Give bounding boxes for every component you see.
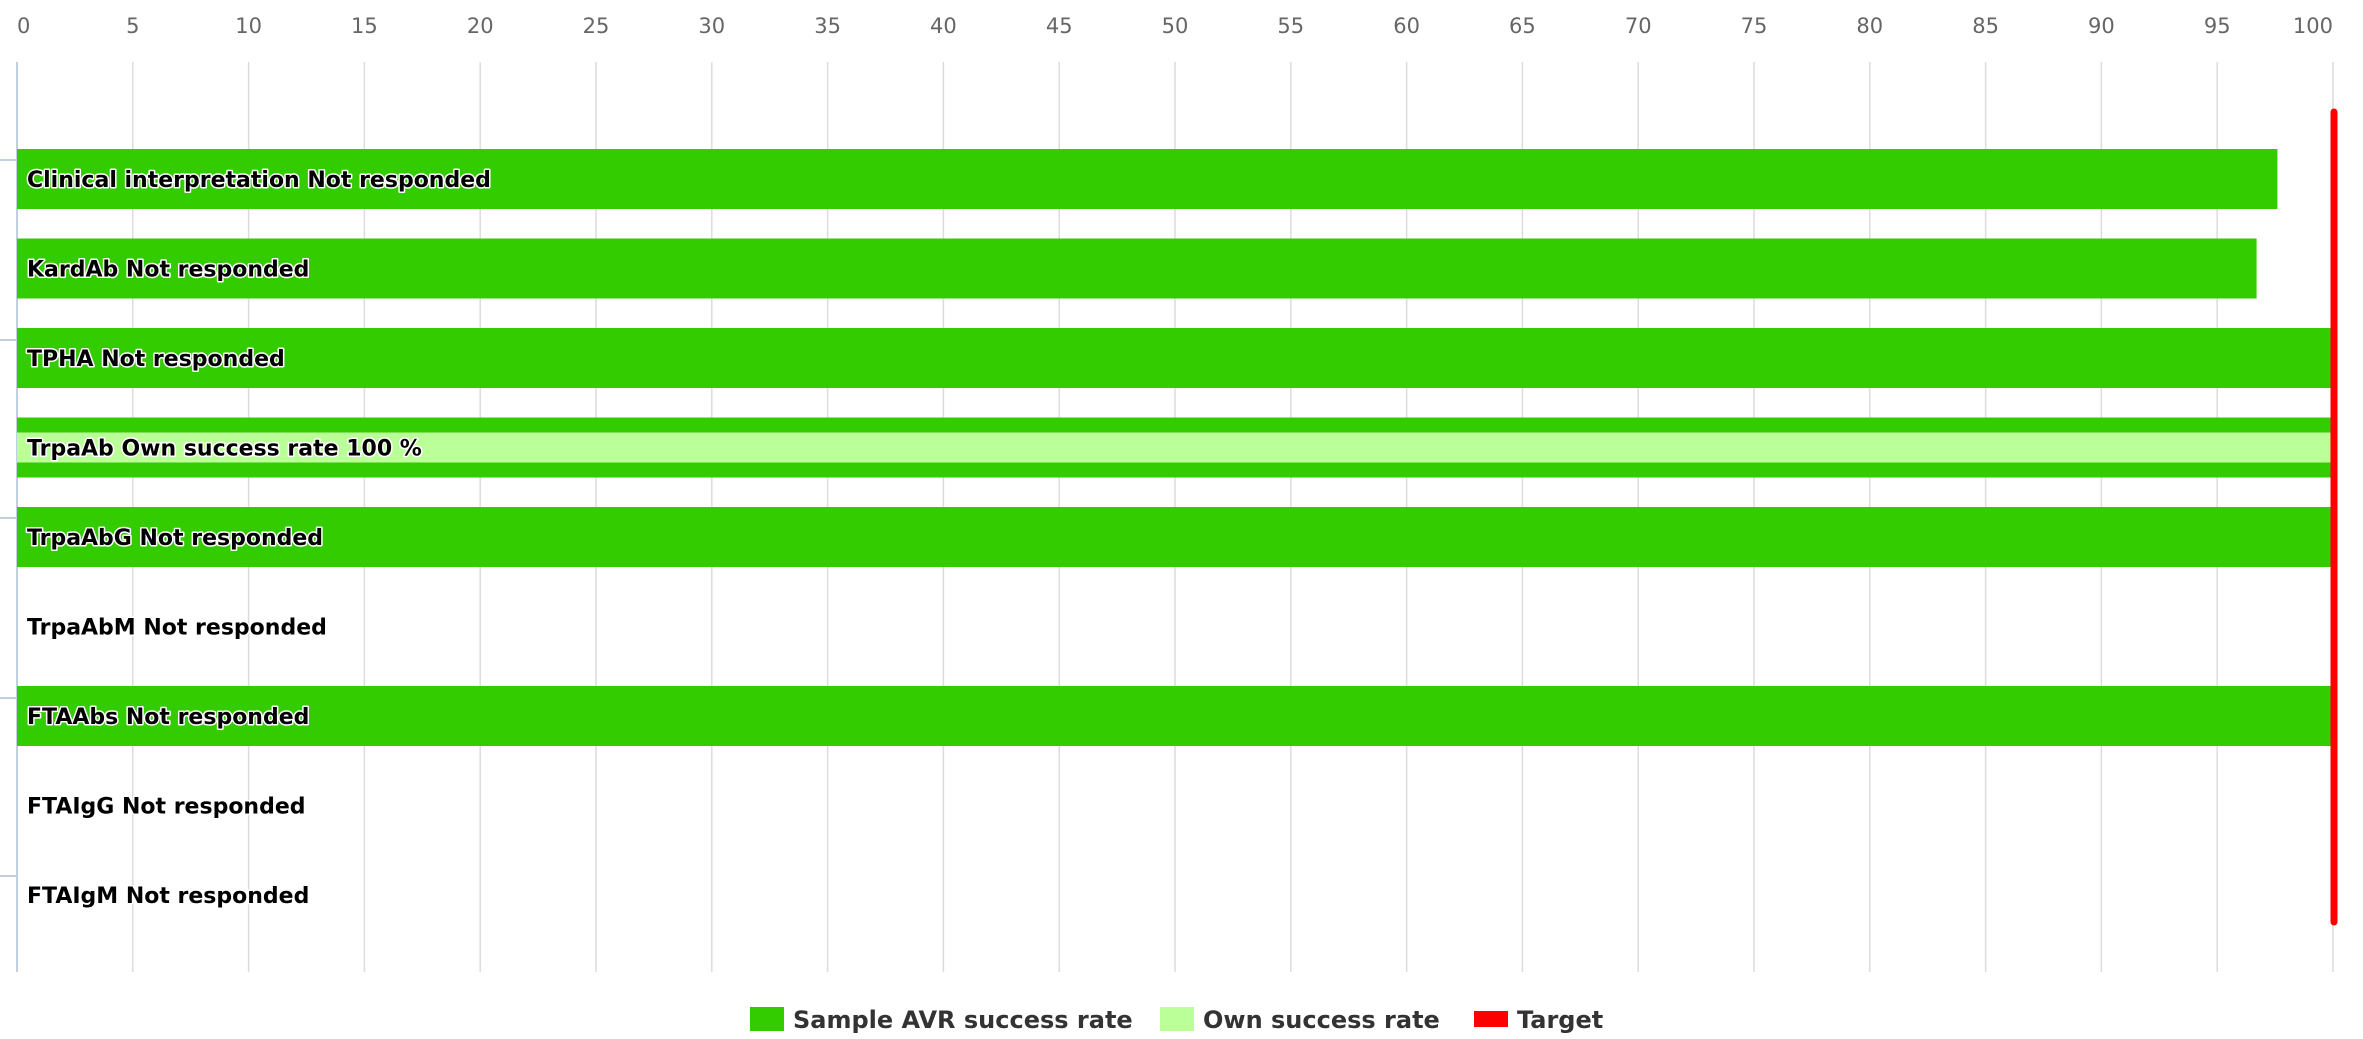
x-tick-label: 15 <box>351 14 378 38</box>
bar-label: TrpaAbG Not responded <box>27 526 323 551</box>
x-tick-label: 75 <box>1741 14 1768 38</box>
bar-label: TPHA Not responded <box>27 347 285 372</box>
bar-label: KardAb Not responded <box>27 258 309 283</box>
x-tick-label: 70 <box>1625 14 1652 38</box>
bar-labels: Clinical interpretation Not responded Kar… <box>26 167 493 911</box>
x-tick-label: 30 <box>698 14 725 38</box>
bar-label: FTAIgM Not responded <box>27 884 309 909</box>
x-tick-label: 45 <box>1046 14 1073 38</box>
x-axis-ticks: 0 5 10 15 20 25 30 35 40 45 50 55 60 65 70 75 80 85 90 95 10… <box>17 14 2333 38</box>
legend-label: Own success rate <box>1203 1006 1440 1034</box>
x-tick-label: 25 <box>583 14 610 38</box>
legend-swatch <box>750 1007 784 1031</box>
bar-own-success <box>17 432 2333 463</box>
bar-label: TrpaAb Own success rate 100 % <box>27 437 422 462</box>
x-tick-label: 35 <box>814 14 841 38</box>
legend-item[interactable]: Own success rate <box>1160 1006 1440 1034</box>
x-tick-label: 40 <box>930 14 957 38</box>
x-tick-label: 100 <box>2293 14 2333 38</box>
bar-label: FTAIgG Not responded <box>27 795 306 820</box>
x-tick-label: 80 <box>1856 14 1883 38</box>
x-tick-label: 85 <box>1972 14 1999 38</box>
bar-label: FTAAbs Not responded <box>27 705 309 730</box>
bar-label: Clinical interpretation Not responded <box>27 168 491 193</box>
x-tick-label: 10 <box>235 14 262 38</box>
legend-label: Sample AVR success rate <box>793 1006 1133 1034</box>
bar-sample-avr <box>17 238 2257 299</box>
bar-sample-avr <box>17 149 2278 209</box>
legend-item[interactable]: Sample AVR success rate <box>750 1006 1133 1034</box>
x-tick-label: 0 <box>17 14 30 38</box>
bar-sample-avr <box>17 507 2333 567</box>
legend-item[interactable]: Target <box>1474 1006 1603 1034</box>
x-tick-label: 90 <box>2088 14 2115 38</box>
legend-swatch <box>1160 1007 1194 1031</box>
x-tick-label: 95 <box>2204 14 2231 38</box>
x-tick-label: 60 <box>1393 14 1420 38</box>
legend-label: Target <box>1517 1006 1603 1034</box>
x-tick-label: 5 <box>126 14 139 38</box>
legend-swatch <box>1474 1011 1508 1027</box>
bar-sample-avr <box>17 328 2333 388</box>
legend: Sample AVR success rate Own success rate T… <box>750 1006 1603 1034</box>
bar-sample-avr <box>17 686 2333 746</box>
bars <box>17 149 2333 746</box>
bar-label: TrpaAbM Not responded <box>27 616 327 641</box>
x-tick-label: 65 <box>1509 14 1536 38</box>
x-tick-label: 55 <box>1277 14 1304 38</box>
x-tick-label: 50 <box>1162 14 1189 38</box>
x-tick-label: 20 <box>467 14 494 38</box>
